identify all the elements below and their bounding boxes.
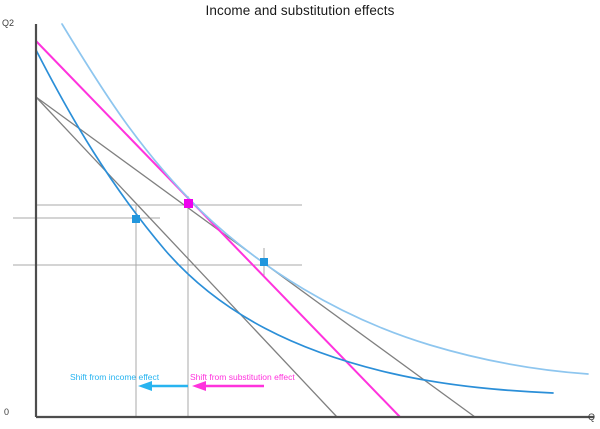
x-axis-label: Q	[588, 412, 596, 422]
y-axis-label: Q2	[2, 18, 15, 28]
marker-income-effect	[132, 215, 140, 223]
substitution-effect-annotation: Shift from substitution effect	[190, 372, 295, 382]
page-title: Income and substitution effects	[205, 3, 395, 18]
budget-line-gray-steep	[35, 96, 338, 418]
budget-line-original-magenta	[35, 40, 401, 418]
effect-arrows-group	[138, 381, 264, 391]
origin-label: 0	[4, 407, 10, 417]
marker-initial-equilibrium	[184, 199, 193, 208]
substitution-effect-arrow-head	[192, 381, 206, 391]
indifference-curve-outer	[61, 23, 589, 375]
marker-substitution-effect	[260, 258, 268, 266]
gridlines-group	[13, 196, 302, 417]
indifference-curve-inner	[35, 49, 554, 394]
income-effect-arrow-head	[138, 381, 152, 391]
axes-group	[34, 24, 594, 419]
equilibrium-markers-group	[132, 199, 268, 266]
indifference-curves-group	[35, 23, 589, 394]
income-effect-annotation: Shift from income effect	[70, 372, 160, 382]
budget-lines-group	[35, 40, 476, 418]
